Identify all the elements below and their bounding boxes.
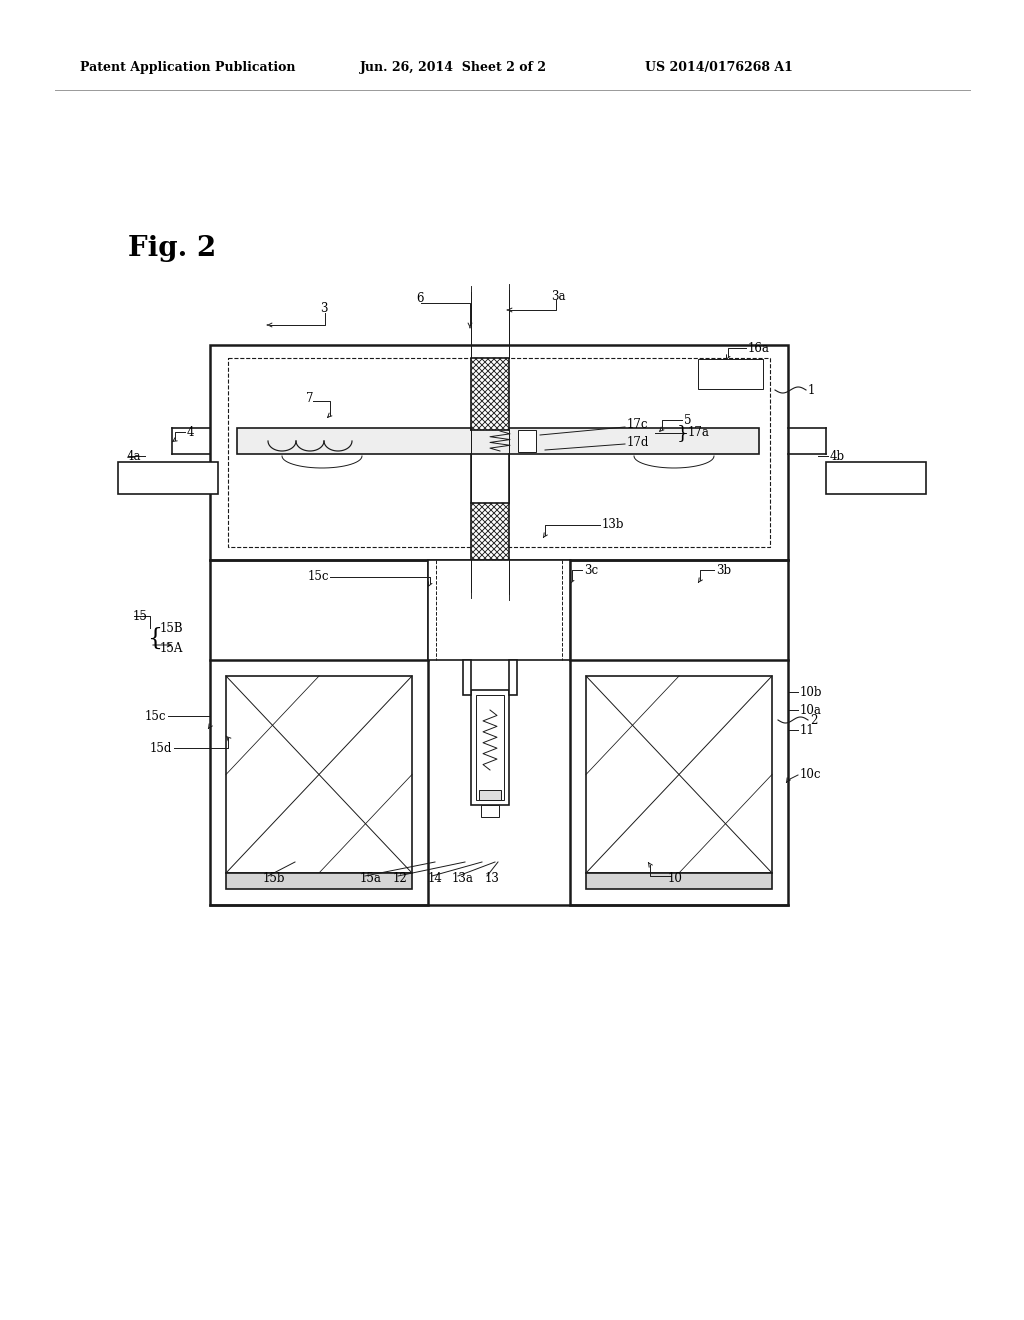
Text: 4b: 4b (830, 450, 845, 462)
Text: 3: 3 (319, 301, 328, 314)
Text: 10: 10 (668, 871, 683, 884)
Bar (471, 690, 509, 805)
Text: {: { (147, 627, 162, 649)
Text: 14: 14 (428, 871, 442, 884)
Text: }: } (677, 424, 688, 442)
Bar (586, 676, 772, 873)
Text: 1: 1 (808, 384, 815, 396)
Text: US 2014/0176268 A1: US 2014/0176268 A1 (645, 62, 793, 74)
Text: 15c: 15c (144, 710, 166, 722)
Text: 11: 11 (800, 723, 815, 737)
Text: 2: 2 (810, 714, 817, 726)
Bar (698, 359, 763, 389)
Bar (826, 462, 926, 494)
Bar (570, 660, 788, 906)
Text: 15a: 15a (360, 871, 382, 884)
Text: 15A: 15A (160, 642, 183, 655)
Bar (518, 430, 536, 451)
Text: 3c: 3c (584, 564, 598, 577)
Bar (118, 462, 218, 494)
Text: 15: 15 (133, 610, 147, 623)
Text: 15b: 15b (263, 871, 286, 884)
Bar (210, 660, 428, 906)
Text: 5: 5 (684, 413, 691, 426)
Text: Patent Application Publication: Patent Application Publication (80, 62, 296, 74)
Bar (428, 560, 570, 660)
Bar (509, 660, 517, 696)
Bar (226, 873, 412, 888)
Text: 10b: 10b (800, 685, 822, 698)
Bar (481, 805, 499, 817)
Text: 7: 7 (306, 392, 313, 404)
Text: Fig. 2: Fig. 2 (128, 235, 216, 261)
Text: 3a: 3a (551, 289, 565, 302)
Bar (471, 503, 509, 560)
Text: Jun. 26, 2014  Sheet 2 of 2: Jun. 26, 2014 Sheet 2 of 2 (360, 62, 547, 74)
Bar (476, 696, 504, 800)
Text: 17c: 17c (627, 418, 648, 432)
Bar (463, 660, 471, 696)
Text: 17d: 17d (627, 436, 649, 449)
Text: 15B: 15B (160, 622, 183, 635)
Text: 3b: 3b (716, 564, 731, 577)
Text: 16a: 16a (748, 342, 770, 355)
Text: 13a: 13a (452, 871, 474, 884)
Bar (210, 345, 788, 560)
Text: 15d: 15d (150, 742, 172, 755)
Bar (228, 358, 770, 546)
Text: 10c: 10c (800, 768, 821, 781)
Bar (479, 789, 501, 800)
Bar (471, 358, 509, 430)
Bar (586, 873, 772, 888)
Text: 4: 4 (187, 425, 195, 438)
Text: 6: 6 (416, 293, 424, 305)
Text: 4a: 4a (127, 450, 141, 462)
Text: 10a: 10a (800, 704, 822, 717)
Text: 12: 12 (393, 871, 408, 884)
Bar (237, 428, 759, 454)
Text: 17a: 17a (688, 426, 710, 440)
Text: 13: 13 (485, 871, 500, 884)
Text: 15c: 15c (308, 570, 330, 583)
Text: 13b: 13b (602, 519, 625, 532)
Bar (226, 676, 412, 873)
